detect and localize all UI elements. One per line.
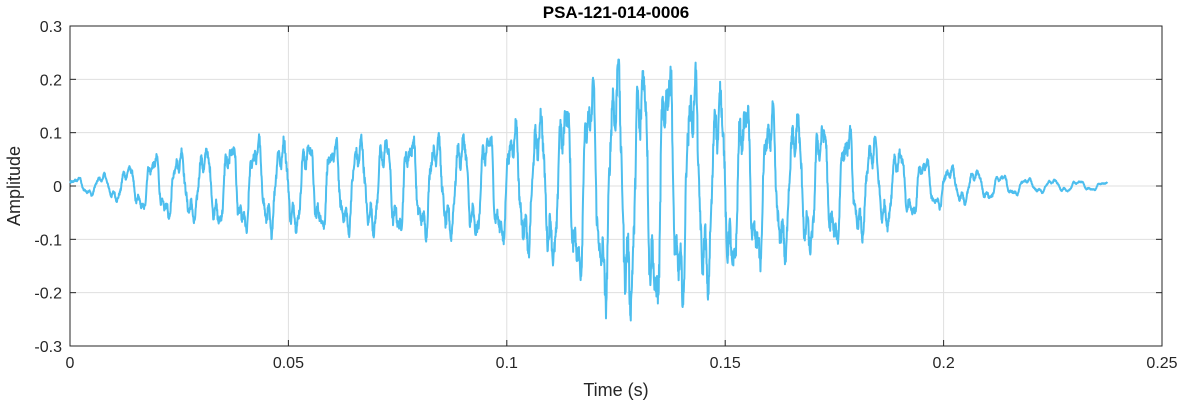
x-tick-label: 0.2 xyxy=(932,355,954,372)
y-tick-label: 0 xyxy=(53,179,62,196)
x-tick-labels: 0 0.05 0.1 0.15 0.2 0.25 xyxy=(66,355,1178,372)
x-tick-label: 0.05 xyxy=(273,355,304,372)
y-tick-labels: -0.3 -0.2 -0.1 0 0.1 0.2 0.3 xyxy=(34,19,62,356)
series-line-waveform xyxy=(69,58,1109,322)
grid-lines xyxy=(69,25,1163,347)
tick-marks xyxy=(69,25,1163,347)
x-tick-label: 0.15 xyxy=(710,355,741,372)
chart-title: PSA-121-014-0006 xyxy=(543,3,689,22)
y-tick-label: 0.2 xyxy=(40,72,62,89)
x-tick-label: 0 xyxy=(66,355,75,372)
y-tick-label: -0.1 xyxy=(34,232,62,249)
y-tick-label: -0.3 xyxy=(34,339,62,356)
x-tick-label: 0.1 xyxy=(496,355,518,372)
x-axis-label: Time (s) xyxy=(583,380,648,400)
y-axis-label: Amplitude xyxy=(4,146,24,226)
y-tick-label: -0.2 xyxy=(34,286,62,303)
y-tick-label: 0.1 xyxy=(40,126,62,143)
y-tick-label: 0.3 xyxy=(40,19,62,36)
x-tick-label: 0.25 xyxy=(1146,355,1177,372)
